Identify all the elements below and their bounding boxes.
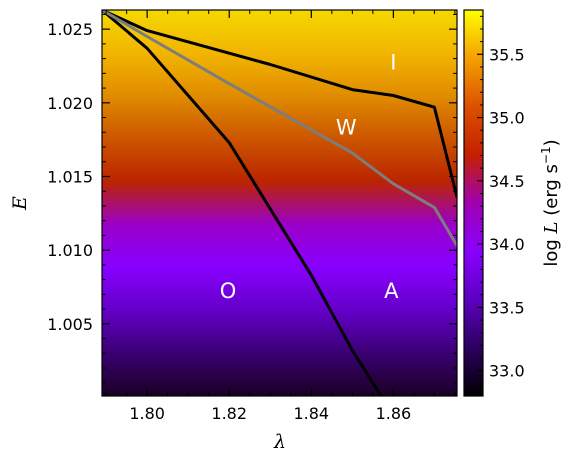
- colorbar-tick-label: 34.5: [489, 172, 525, 191]
- x-axis: 1.80 1.82 1.84 1.86: [105, 10, 456, 423]
- region-label-I: I: [390, 51, 396, 75]
- y-tick-label: 1.015: [47, 167, 93, 186]
- region-label-A: A: [384, 279, 399, 303]
- x-tick-label: 1.84: [293, 404, 329, 423]
- y-axis: 1.005 1.010 1.015 1.020 1.025: [47, 13, 457, 384]
- region-label-W: W: [336, 115, 357, 139]
- y-tick-label: 1.025: [47, 20, 93, 39]
- plot-frame: [101, 9, 458, 397]
- y-tick-label: 1.010: [47, 241, 93, 260]
- y-tick-label: 1.020: [47, 94, 93, 113]
- colorbar-frame: [463, 9, 484, 397]
- colorbar-label: log L (erg s−1): [539, 139, 562, 266]
- x-tick-label: 1.80: [129, 404, 165, 423]
- colorbar-ticks: 33.0 33.5 34.0 34.5 35.0 35.5: [477, 15, 525, 384]
- x-tick-label: 1.82: [211, 404, 247, 423]
- region-label-O: O: [220, 279, 237, 303]
- colorbar-tick-label: 35.5: [489, 45, 525, 64]
- region-labels: I W O A: [220, 51, 399, 303]
- boundary-curves: [102, 10, 457, 396]
- boundary-curve-2: [102, 10, 457, 198]
- y-axis-label: E: [9, 196, 31, 211]
- boundary-curve-3: [102, 10, 457, 247]
- x-axis-label: λ: [273, 431, 286, 453]
- boundary-curve-1: [102, 10, 383, 396]
- colorbar-tick-label: 34.0: [489, 235, 525, 254]
- colorbar-gradient: [464, 10, 483, 396]
- y-tick-label: 1.005: [47, 315, 93, 334]
- colorbar-tick-label: 33.0: [489, 362, 525, 381]
- colorbar-tick-label: 35.0: [489, 109, 525, 128]
- colorbar: 33.0 33.5 34.0 34.5 35.0 35.5 log L (erg s−1): [463, 9, 562, 397]
- heatmap-area: [102, 10, 457, 396]
- heatmap-background: [102, 10, 457, 396]
- x-tick-label: 1.86: [376, 404, 412, 423]
- colorbar-tick-label: 33.5: [489, 298, 525, 317]
